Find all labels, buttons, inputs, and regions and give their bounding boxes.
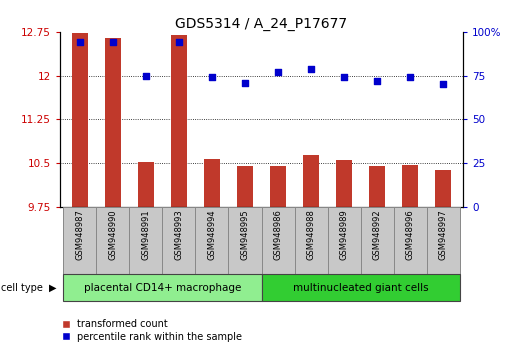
Text: GSM948989: GSM948989	[339, 209, 348, 260]
Text: GSM948996: GSM948996	[405, 209, 415, 260]
Bar	[204, 159, 220, 207]
Bar	[393, 207, 427, 274]
Point	[373, 78, 381, 84]
Bar	[237, 166, 253, 207]
Point	[406, 75, 414, 80]
Text: GSM948994: GSM948994	[208, 209, 217, 260]
Bar	[327, 207, 360, 274]
Bar	[63, 207, 96, 274]
Text: ▶: ▶	[49, 282, 56, 293]
Bar	[138, 162, 154, 207]
Bar	[170, 35, 187, 207]
Bar	[196, 207, 229, 274]
Text: GSM948993: GSM948993	[175, 209, 184, 260]
Text: GSM948986: GSM948986	[274, 209, 282, 260]
Bar	[96, 207, 130, 274]
Bar	[336, 160, 353, 207]
Bar	[105, 38, 121, 207]
Text: placental CD14+ macrophage: placental CD14+ macrophage	[84, 282, 241, 293]
Point	[175, 40, 183, 45]
Text: GSM948997: GSM948997	[439, 209, 448, 260]
Bar	[303, 154, 319, 207]
Legend: transformed count, percentile rank within the sample: transformed count, percentile rank withi…	[60, 318, 244, 344]
Bar	[360, 207, 393, 274]
Bar	[294, 207, 327, 274]
Point	[307, 66, 315, 72]
Text: cell type: cell type	[1, 282, 42, 293]
Bar	[427, 207, 460, 274]
Text: GSM948988: GSM948988	[306, 209, 315, 260]
Text: multinucleated giant cells: multinucleated giant cells	[293, 282, 428, 293]
Text: GSM948987: GSM948987	[75, 209, 84, 260]
Bar	[163, 207, 196, 274]
Bar	[262, 274, 460, 301]
Text: GSM948995: GSM948995	[241, 209, 249, 260]
Text: GSM948990: GSM948990	[108, 209, 118, 260]
Bar	[435, 170, 451, 207]
Point	[109, 40, 117, 45]
Bar	[270, 166, 286, 207]
Point	[208, 75, 216, 80]
Bar	[72, 33, 88, 207]
Point	[439, 81, 447, 87]
Bar	[229, 207, 262, 274]
Bar	[130, 207, 163, 274]
Bar	[369, 166, 385, 207]
Bar	[63, 274, 262, 301]
Point	[76, 40, 84, 45]
Point	[142, 73, 150, 79]
Point	[274, 69, 282, 75]
Bar	[262, 207, 294, 274]
Bar	[402, 165, 418, 207]
Text: GSM948991: GSM948991	[141, 209, 151, 260]
Point	[340, 75, 348, 80]
Text: GSM948992: GSM948992	[372, 209, 382, 260]
Point	[241, 80, 249, 86]
Title: GDS5314 / A_24_P17677: GDS5314 / A_24_P17677	[175, 17, 348, 31]
